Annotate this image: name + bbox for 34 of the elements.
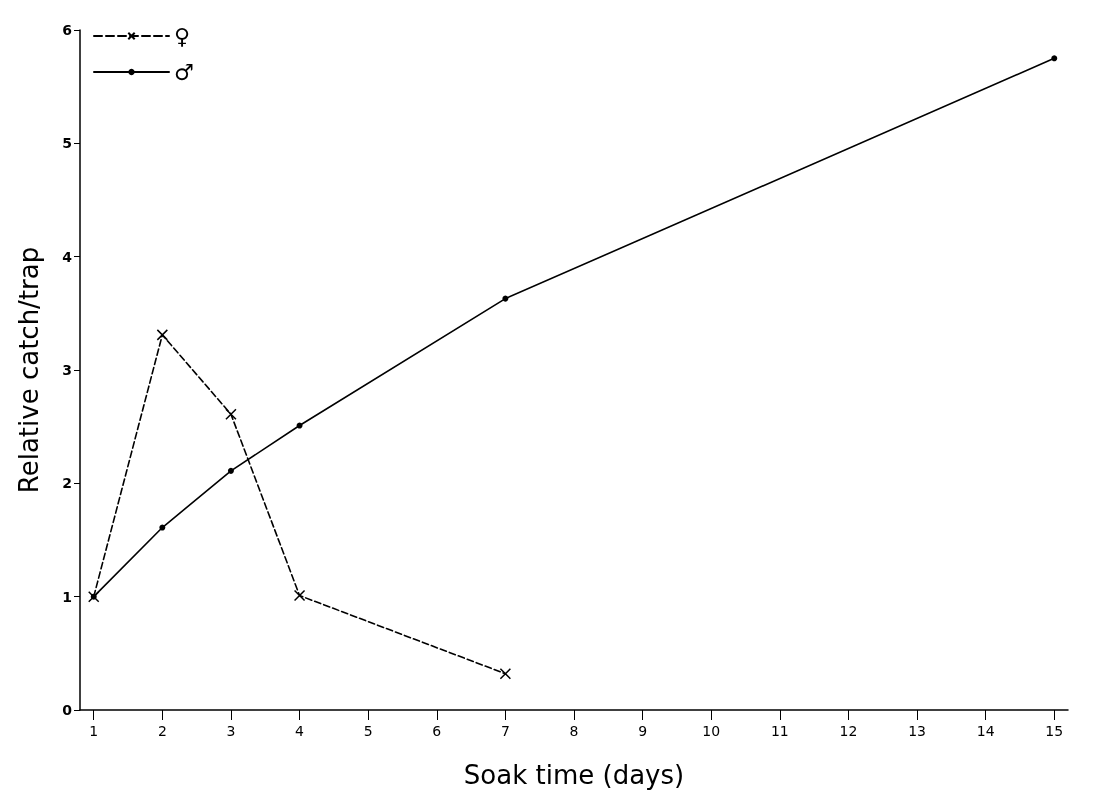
point <box>293 589 306 602</box>
y-tick-label: 1 <box>62 588 72 605</box>
x-tick-label: 9 <box>638 723 648 739</box>
point <box>225 408 237 420</box>
point <box>1051 55 1058 62</box>
x-tick-label: 15 <box>1045 723 1064 739</box>
point <box>499 667 512 680</box>
y-axis-title: Relative catch/trap <box>14 246 44 494</box>
point <box>156 329 169 341</box>
x-tick-label: 4 <box>295 723 305 739</box>
x-tick-label: 5 <box>363 723 373 739</box>
x-tick-label: 2 <box>157 723 167 739</box>
point <box>502 295 509 302</box>
x-tick-label: 14 <box>976 723 995 739</box>
x-tick-label: 1 <box>89 723 99 739</box>
y-tick-label: 4 <box>62 248 73 265</box>
y-tick-label: 6 <box>62 22 72 38</box>
x-tick-label: 8 <box>569 723 579 739</box>
x-tick-label: 13 <box>908 723 926 739</box>
x-tick-label: 6 <box>432 723 442 739</box>
legend-label: ♂ <box>174 59 194 85</box>
y-tick-label: 0 <box>62 702 73 718</box>
x-tick-label: 3 <box>226 723 236 739</box>
x-tick-label: 10 <box>702 723 721 739</box>
y-tick-label: 2 <box>62 475 72 492</box>
x-tick-label: 7 <box>500 723 510 739</box>
y-tick-label: 5 <box>62 135 72 152</box>
x-axis-title: Soak time (days) <box>463 760 685 790</box>
point <box>296 422 303 429</box>
x-tick-label: 11 <box>770 723 789 739</box>
x-tick-label: 12 <box>839 723 858 739</box>
legend-label: ♀ <box>174 23 191 49</box>
y-tick-label: 3 <box>62 362 72 378</box>
point <box>227 467 234 474</box>
